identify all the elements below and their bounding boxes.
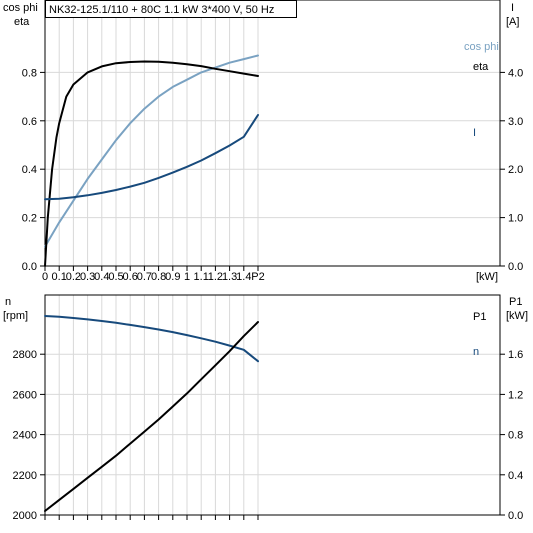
speed-y-tick-label: 2800 (13, 349, 37, 361)
current-curve (44, 114, 259, 201)
speed-curve (44, 315, 259, 363)
chart-curves (44, 54, 259, 512)
series-label-power: P1 (473, 311, 486, 323)
x-tick-label: 0.8 (151, 271, 166, 283)
x-tick-label: 0.7 (137, 271, 152, 283)
x-unit-label: [kW] (476, 271, 498, 283)
left-axis-title-line1: cos phi (3, 2, 38, 14)
series-label-eta: eta (473, 61, 489, 73)
right-y-tick-label: 3.0 (508, 116, 523, 128)
right-y-tick-label: 4.0 (508, 67, 523, 79)
x-tick-label: 0.2 (66, 271, 81, 283)
bottom-plot-grid (45, 295, 500, 515)
right-y-tick-label: 0.0 (508, 261, 523, 273)
power-y-tick-label: 0.0 (508, 510, 523, 522)
cosphi-curve (44, 54, 259, 248)
power-y-tick-label: 0.8 (508, 430, 523, 442)
speed-y-tick-label: 2600 (13, 389, 37, 401)
x-tick-label: 0.9 (165, 271, 180, 283)
speed-axis-title-line1: n (5, 296, 11, 308)
x-tick-label: 1.3 (222, 271, 237, 283)
power-y-tick-label: 0.4 (508, 470, 523, 482)
right-y-tick-label: 2.0 (508, 164, 523, 176)
x-tick-label: P2 (251, 271, 264, 283)
x-tick-label: 1 (184, 271, 190, 283)
x-tick-label: 1.2 (208, 271, 223, 283)
x-tick-label: 0.6 (123, 271, 138, 283)
top-plot-grid (45, 0, 500, 266)
left-y-tick-label: 0.4 (22, 164, 37, 176)
eta-curve (44, 60, 259, 267)
left-y-tick-label: 0.8 (22, 67, 37, 79)
title-box (45, 0, 297, 18)
power-y-tick-label: 1.6 (508, 349, 523, 361)
x-tick-label: 1.4 (236, 271, 251, 283)
x-tick-label: 0.4 (94, 271, 109, 283)
speed-axis-title-line2: [rpm] (3, 310, 28, 322)
series-label-cosphi: cos phi (464, 41, 499, 53)
axis-ticks (40, 71, 505, 520)
power-y-tick-label: 1.2 (508, 389, 523, 401)
chart-title: NK32-125.1/110 + 80C 1.1 kW 3*400 V, 50 … (49, 4, 274, 16)
left-y-tick-label: 0.0 (22, 261, 37, 273)
x-tick-label: 1.1 (194, 271, 209, 283)
axis-tick-labels: 0 0.10.20.30.40.50.60.70.80.9 1 1.11.21.31.… (13, 67, 524, 522)
x-tick-label: 0.1 (52, 271, 67, 283)
x-tick-label: 0.3 (80, 271, 95, 283)
power-axis-title-line2: [kW] (506, 310, 528, 322)
series-label-current: I (473, 127, 476, 139)
top-plot-frame (44, 0, 501, 267)
left-y-tick-label: 0.2 (22, 213, 37, 225)
left-y-tick-label: 0.6 (22, 116, 37, 128)
right-y-tick-label: 1.0 (508, 213, 523, 225)
power-curve (44, 321, 259, 512)
series-label-speed: n (473, 346, 479, 358)
right-axis-title-line2: [A] (506, 16, 519, 28)
speed-y-tick-label: 2200 (13, 470, 37, 482)
power-axis-title-line1: P1 (509, 296, 522, 308)
speed-y-tick-label: 2400 (13, 430, 37, 442)
x-tick-label: 0.5 (108, 271, 123, 283)
right-axis-title-line1: I (511, 2, 514, 14)
x-tick-label: 0 (42, 271, 48, 283)
speed-y-tick-label: 2000 (13, 510, 37, 522)
left-axis-title-line2: eta (14, 16, 30, 28)
bottom-plot-frame (44, 294, 501, 516)
